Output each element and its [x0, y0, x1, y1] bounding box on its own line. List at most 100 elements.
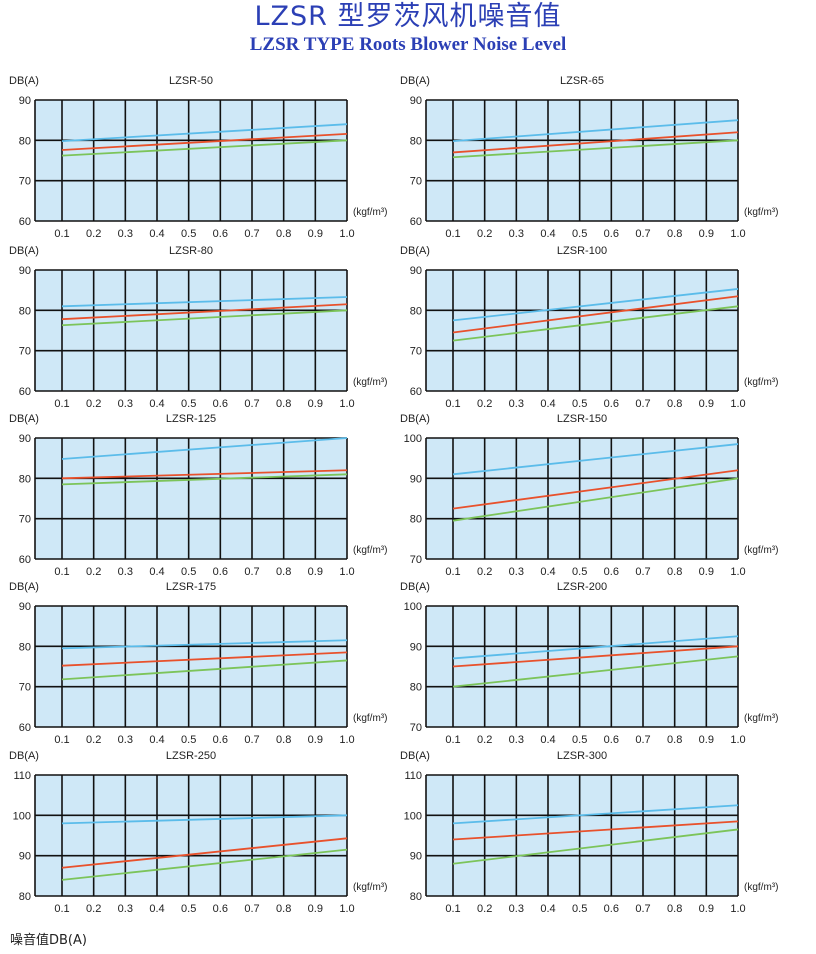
x-tick-label: 0.9 [308, 398, 323, 410]
chart-title: LZSR-150 [557, 413, 607, 425]
y-tick-label: 60 [19, 722, 31, 734]
x-axis-unit-label: (kgf/m³) [744, 207, 778, 218]
x-tick-label: 0.9 [699, 228, 714, 240]
chart-title: LZSR-175 [166, 581, 216, 593]
x-tick-label: 0.2 [86, 228, 101, 240]
series-line-green [61, 309, 348, 327]
x-tick-label: 0.9 [308, 903, 323, 915]
x-tick-label: 0.9 [699, 566, 714, 578]
x-axis-unit-label: (kgf/m³) [353, 545, 387, 556]
chart-lzsr-300: 80 90 100 110 0.1 0.2 0.3 0.4 0.5 0.6 0.7 0.8 0.9 1.0… [400, 750, 778, 915]
y-tick-label: 100 [404, 433, 422, 445]
x-tick-label: 0.6 [213, 903, 228, 915]
series-line-green [452, 655, 739, 688]
series-line-blue [61, 296, 348, 308]
x-tick-label: 1.0 [730, 566, 745, 578]
x-tick-label: 0.8 [667, 228, 682, 240]
x-tick-label: 0.7 [635, 228, 650, 240]
y-axis-label: DB(A) [9, 750, 39, 762]
x-tick-label: 0.4 [149, 566, 164, 578]
chart-title: LZSR-50 [169, 75, 213, 87]
plot-background [426, 438, 738, 559]
x-tick-label: 0.5 [181, 903, 196, 915]
x-tick-label: 0.5 [572, 398, 587, 410]
x-tick-label: 0.6 [604, 228, 619, 240]
y-tick-label: 60 [19, 216, 31, 228]
y-axis-label: DB(A) [9, 413, 39, 425]
x-tick-label: 0.5 [572, 903, 587, 915]
plot-background [426, 606, 738, 727]
x-tick-label: 0.7 [244, 734, 259, 746]
x-tick-label: 0.1 [54, 734, 69, 746]
x-tick-label: 0.4 [540, 228, 555, 240]
y-tick-label: 70 [19, 176, 31, 188]
x-tick-label: 0.7 [635, 566, 650, 578]
x-tick-label: 0.9 [699, 398, 714, 410]
series-line-blue [61, 437, 348, 460]
chart-title: LZSR-200 [557, 581, 607, 593]
x-tick-label: 0.1 [54, 566, 69, 578]
y-tick-label: 90 [410, 95, 422, 107]
x-tick-label: 0.7 [635, 903, 650, 915]
x-tick-label: 0.1 [445, 903, 460, 915]
series-line-green [61, 659, 348, 681]
x-tick-label: 0.5 [181, 398, 196, 410]
x-tick-label: 0.3 [509, 398, 524, 410]
x-tick-label: 0.8 [667, 734, 682, 746]
y-axis-label: DB(A) [400, 245, 430, 257]
y-axis-label: DB(A) [9, 581, 39, 593]
chart-title: LZSR-125 [166, 413, 216, 425]
chart-lzsr-100: 60 70 80 90 0.1 0.2 0.3 0.4 0.5 0.6 0.7 0.8 0.9 1.0 DB… [400, 245, 778, 410]
y-tick-label: 70 [410, 176, 422, 188]
x-tick-label: 1.0 [730, 398, 745, 410]
x-tick-label: 0.6 [604, 734, 619, 746]
x-tick-label: 0.6 [604, 566, 619, 578]
x-axis-unit-label: (kgf/m³) [353, 882, 387, 893]
x-tick-label: 0.3 [509, 228, 524, 240]
y-tick-label: 80 [19, 641, 31, 653]
y-tick-label: 90 [19, 601, 31, 613]
x-tick-label: 0.4 [149, 734, 164, 746]
y-tick-label: 90 [410, 265, 422, 277]
y-tick-label: 110 [404, 770, 422, 782]
x-tick-label: 0.5 [572, 566, 587, 578]
x-tick-label: 0.7 [635, 734, 650, 746]
x-tick-label: 0.2 [477, 734, 492, 746]
series-line-red [452, 131, 739, 154]
chart-title: LZSR-250 [166, 750, 216, 762]
x-tick-label: 0.4 [540, 398, 555, 410]
plot-background [426, 100, 738, 221]
y-tick-label: 80 [410, 135, 422, 147]
x-tick-label: 0.1 [54, 903, 69, 915]
x-tick-label: 0.5 [181, 734, 196, 746]
x-tick-label: 0.8 [276, 228, 291, 240]
plot-background [35, 606, 347, 727]
x-tick-label: 0.5 [181, 566, 196, 578]
series-line-red [61, 469, 348, 480]
x-tick-label: 0.1 [445, 398, 460, 410]
page-title-chinese: LZSR 型罗茨风机噪音值 [254, 1, 562, 32]
plot-background [35, 270, 347, 391]
y-tick-label: 70 [410, 346, 422, 358]
chart-lzsr-65: 60 70 80 90 0.1 0.2 0.3 0.4 0.5 0.6 0.7 0.8 0.9 1.0 DB… [400, 75, 778, 240]
y-tick-label: 70 [410, 722, 422, 734]
x-tick-label: 0.2 [86, 566, 101, 578]
chart-lzsr-80: 60 70 80 90 0.1 0.2 0.3 0.4 0.5 0.6 0.7 0.8 0.9 1.0 DB… [9, 245, 387, 410]
chart-lzsr-125: 60 70 80 90 0.1 0.2 0.3 0.4 0.5 0.6 0.7 0.8 0.9 1.0 DB… [9, 413, 387, 578]
x-tick-label: 0.8 [667, 566, 682, 578]
series-line-blue [61, 639, 348, 650]
y-tick-label: 70 [19, 346, 31, 358]
y-tick-label: 90 [410, 473, 422, 485]
x-tick-label: 0.4 [540, 903, 555, 915]
series-line-green [452, 305, 739, 342]
x-tick-label: 0.8 [276, 566, 291, 578]
x-axis-unit-label: (kgf/m³) [353, 713, 387, 724]
chart-lzsr-150: 70 80 90 100 0.1 0.2 0.3 0.4 0.5 0.6 0.7 0.8 0.9 1.0 D… [400, 413, 778, 578]
chart-lzsr-175: 60 70 80 90 0.1 0.2 0.3 0.4 0.5 0.6 0.7 0.8 0.9 1.0 DB… [9, 581, 387, 746]
series-line-green [61, 848, 348, 881]
x-tick-label: 0.6 [604, 903, 619, 915]
x-tick-label: 0.3 [118, 734, 133, 746]
x-tick-label: 0.9 [308, 734, 323, 746]
chart-lzsr-250: 80 90 100 110 0.1 0.2 0.3 0.4 0.5 0.6 0.7 0.8 0.9 1.0… [9, 750, 387, 915]
plot-background [35, 438, 347, 559]
